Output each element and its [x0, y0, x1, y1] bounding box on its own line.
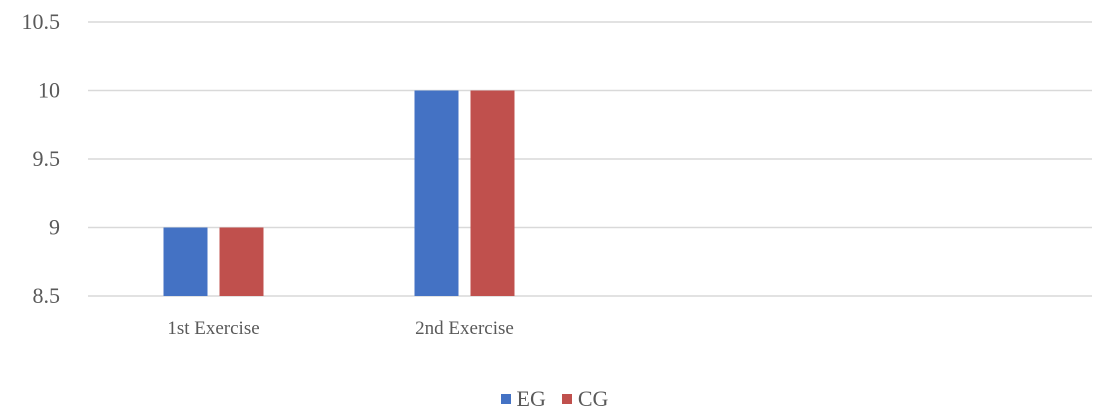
y-tick-label: 10	[38, 78, 60, 103]
bar-cg-1	[219, 227, 264, 296]
legend-item-eg: EG	[500, 386, 546, 412]
y-tick-label: 9	[49, 215, 60, 240]
bar-eg-2	[414, 90, 459, 296]
y-axis-ticks: 8.5 9 9.5 10 10.5	[22, 9, 61, 308]
legend: EG CG	[0, 384, 1109, 414]
x-category-label: 2nd Exercise	[415, 318, 514, 339]
x-axis-categories: 1st Exercise 2nd Exercise	[167, 318, 513, 339]
bars	[163, 90, 515, 296]
legend-swatch-eg	[500, 394, 511, 404]
y-tick-label: 9.5	[33, 146, 61, 171]
bar-cg-2	[470, 90, 515, 296]
legend-label-eg: EG	[516, 386, 546, 411]
x-category-label: 1st Exercise	[167, 318, 259, 339]
bar-eg-1	[163, 227, 208, 296]
legend-label-cg: CG	[577, 386, 609, 411]
legend-item-cg: CG	[561, 386, 609, 412]
y-tick-label: 8.5	[33, 283, 61, 308]
legend-swatch-cg	[561, 394, 572, 404]
y-tick-label: 10.5	[22, 9, 61, 34]
